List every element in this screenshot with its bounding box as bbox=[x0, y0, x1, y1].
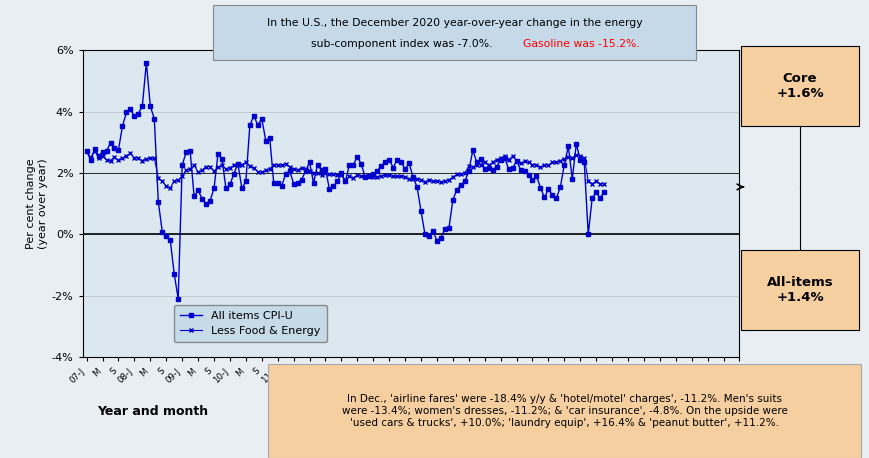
All items CPI-U bbox=[141, 60, 151, 65]
Y-axis label: Per cent change
(year over year): Per cent change (year over year) bbox=[26, 158, 48, 249]
Line: Less Food & Energy: Less Food & Energy bbox=[84, 148, 606, 191]
Less Food & Energy bbox=[598, 181, 608, 186]
Legend: All items CPI-U, Less Food & Energy: All items CPI-U, Less Food & Energy bbox=[174, 305, 327, 343]
Text: Core
+1.6%: Core +1.6% bbox=[775, 72, 823, 100]
Less Food & Energy bbox=[101, 158, 111, 163]
Less Food & Energy bbox=[408, 176, 418, 181]
Less Food & Energy bbox=[82, 148, 92, 153]
All items CPI-U bbox=[129, 114, 139, 119]
Less Food & Energy bbox=[176, 173, 187, 179]
All items CPI-U bbox=[352, 154, 362, 159]
All items CPI-U bbox=[483, 165, 494, 171]
Text: All-items
+1.4%: All-items +1.4% bbox=[766, 276, 833, 304]
Text: In the U.S., the December 2020 year-over-year change in the energy: In the U.S., the December 2020 year-over… bbox=[267, 18, 641, 28]
Line: All items CPI-U: All items CPI-U bbox=[84, 61, 606, 301]
All items CPI-U bbox=[173, 296, 183, 302]
All items CPI-U bbox=[252, 122, 262, 128]
Less Food & Energy bbox=[487, 160, 497, 165]
Less Food & Energy bbox=[380, 173, 390, 178]
All items CPI-U bbox=[280, 171, 290, 176]
Text: In Dec., 'airline fares' were -18.4% y/y & 'hotel/motel' charges', -11.2%. Men's: In Dec., 'airline fares' were -18.4% y/y… bbox=[342, 394, 786, 428]
All items CPI-U bbox=[292, 180, 302, 185]
Text: sub-component index was -7.0%.: sub-component index was -7.0%. bbox=[311, 38, 496, 49]
Text: Year and month: Year and month bbox=[96, 404, 208, 418]
All items CPI-U bbox=[598, 189, 608, 194]
Less Food & Energy bbox=[467, 164, 477, 170]
All items CPI-U bbox=[82, 148, 92, 153]
Text: Gasoline was -15.2%.: Gasoline was -15.2%. bbox=[522, 38, 639, 49]
Less Food & Energy bbox=[165, 185, 176, 191]
